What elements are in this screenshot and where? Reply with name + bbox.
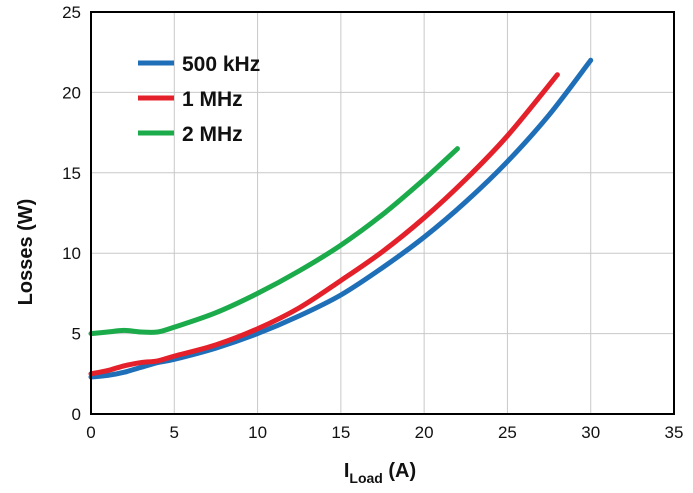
x-axis-title-main: I (344, 460, 350, 482)
x-tick-label: 30 (581, 423, 600, 442)
series-lines (88, 57, 594, 380)
x-axis-title-subscript: Load (349, 470, 382, 486)
y-tick-label: 5 (72, 325, 81, 344)
series-line-2 (88, 72, 560, 377)
x-axis-title-unit: (A) (383, 460, 416, 482)
x-tick-label: 5 (170, 423, 179, 442)
y-tick-labels: 0 5 10 15 20 25 (62, 3, 81, 424)
series-line-3 (88, 146, 460, 337)
x-tick-label: 25 (498, 423, 517, 442)
x-tick-labels: 0 5 10 15 20 25 30 35 (86, 423, 683, 442)
x-tick-label: 15 (331, 423, 350, 442)
x-tick-label: 0 (86, 423, 95, 442)
y-tick-label: 0 (72, 405, 81, 424)
legend-label: 2 MHz (182, 123, 243, 146)
plot-frame (90, 11, 675, 415)
series-line-1 (88, 57, 594, 380)
legend: 500 kHz 1 MHz 2 MHz (138, 53, 260, 146)
y-tick-label: 25 (62, 3, 81, 22)
y-axis-title: Losses (W) (15, 199, 37, 306)
legend-label: 500 kHz (182, 53, 260, 76)
x-tick-label: 10 (248, 423, 267, 442)
x-axis-title: ILoad (A) (344, 460, 416, 486)
y-tick-label: 20 (62, 83, 81, 102)
y-tick-label: 10 (62, 244, 81, 263)
x-tick-label: 35 (665, 423, 684, 442)
legend-label: 1 MHz (182, 88, 243, 111)
x-tick-label: 20 (415, 423, 434, 442)
y-tick-label: 15 (62, 164, 81, 183)
